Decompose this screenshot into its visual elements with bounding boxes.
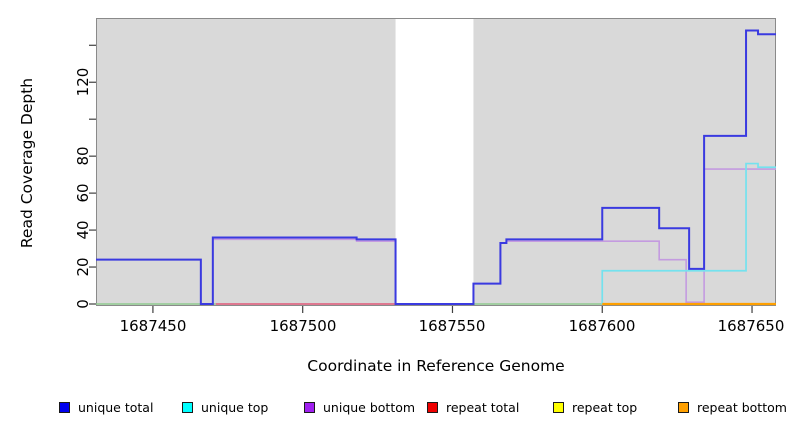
legend-item-unique-bottom: unique bottom (304, 398, 415, 416)
legend-label: repeat total (446, 399, 520, 415)
legend-label: repeat bottom (697, 399, 787, 415)
y-axis-title: Read Coverage Depth (18, 77, 36, 249)
y-tick-label: 0 (74, 299, 92, 309)
legend-swatch-repeat-total (427, 401, 438, 413)
y-tick-label: 80 (74, 146, 92, 166)
y-tick-label: 20 (74, 257, 92, 277)
x-tick-label: 1687650 (717, 317, 785, 335)
legend-label: unique top (201, 399, 269, 415)
legend-label: repeat top (572, 399, 638, 415)
x-tick-label: 1687500 (269, 317, 337, 335)
legend-item-unique-total: unique total (59, 398, 153, 416)
x-tick-label: 1687550 (418, 317, 486, 335)
y-tick-label: 40 (74, 220, 92, 240)
legend-label: unique total (78, 399, 154, 415)
legend-swatch-repeat-bottom (678, 401, 689, 413)
masked-region (395, 19, 474, 305)
x-tick-label: 1687600 (568, 317, 636, 335)
plot-border (96, 18, 776, 306)
legend-label: unique bottom (323, 399, 416, 415)
legend-swatch-repeat-top (553, 401, 564, 413)
y-tick-label: 60 (74, 183, 92, 203)
legend-item-repeat-top: repeat top (553, 398, 637, 416)
series-unique-total (96, 29, 776, 305)
legend: unique total unique top unique bottom re… (0, 398, 792, 418)
legend-swatch-unique-bottom (304, 401, 315, 413)
legend-swatch-unique-total (59, 401, 70, 413)
x-tick-label: 1687450 (119, 317, 187, 335)
legend-item-repeat-total: repeat total (427, 398, 519, 416)
y-tick-label: 120 (74, 67, 92, 97)
x-axis-title: Coordinate in Reference Genome (307, 357, 565, 375)
legend-item-unique-top: unique top (182, 398, 268, 416)
series-unique-top (601, 162, 776, 304)
legend-item-repeat-bottom: repeat bottom (678, 398, 787, 416)
legend-swatch-unique-top (182, 401, 193, 413)
